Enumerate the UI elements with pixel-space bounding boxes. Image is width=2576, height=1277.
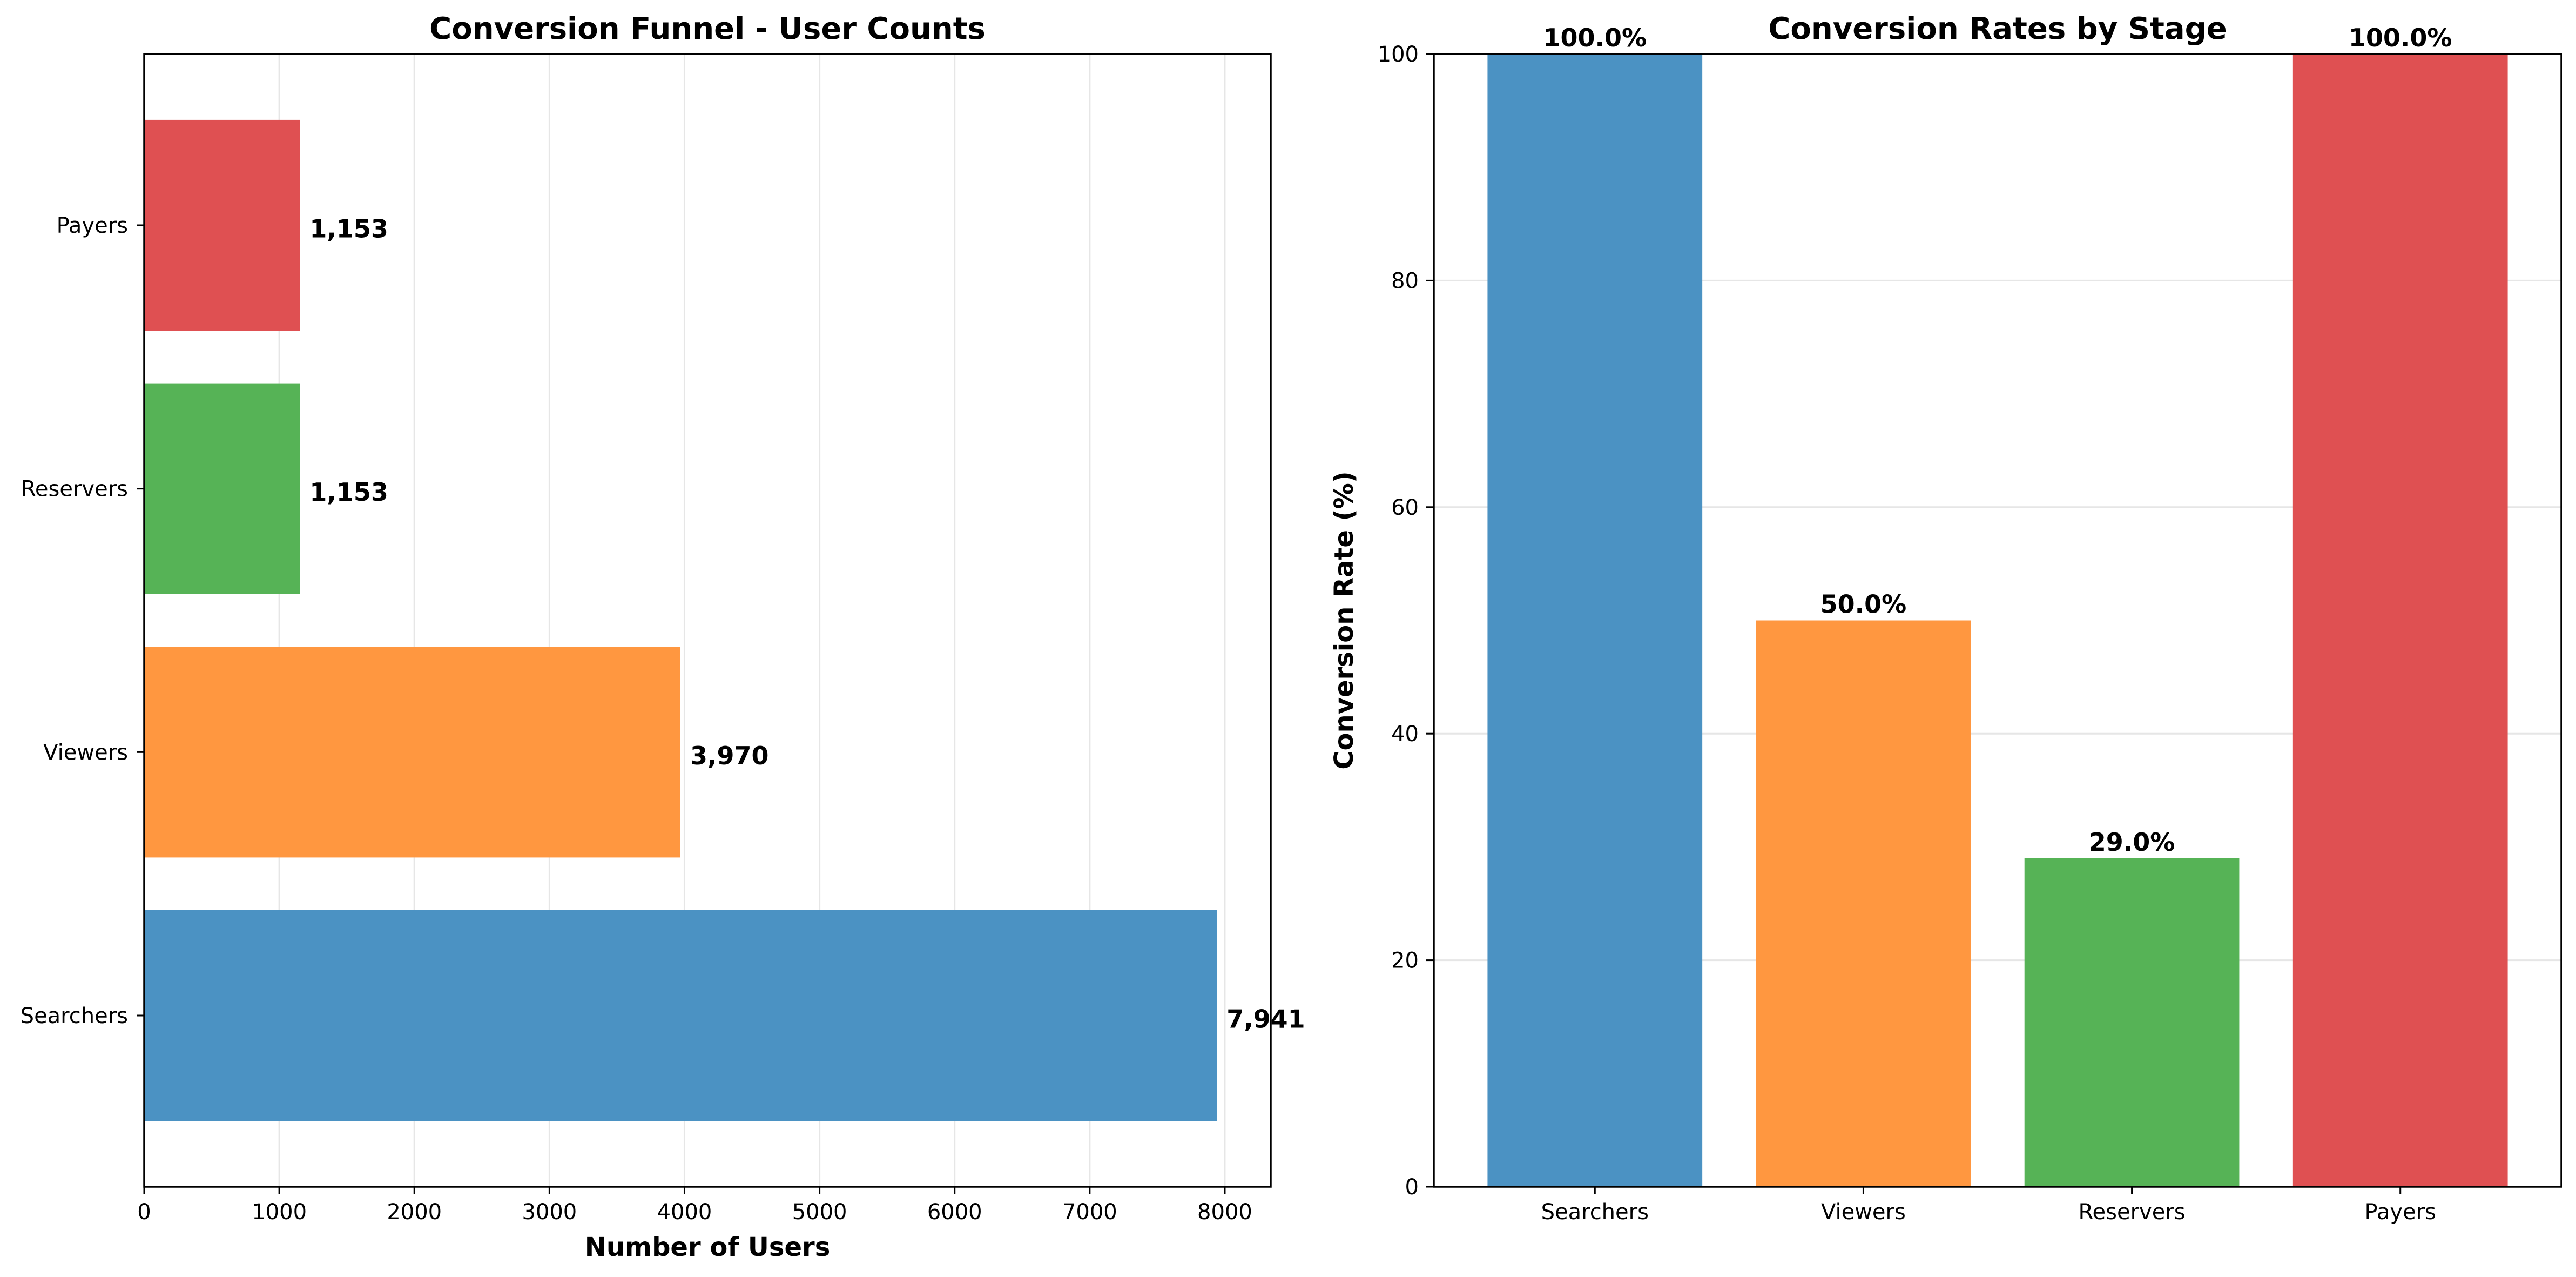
x-tick-label: 2000 — [387, 1200, 442, 1225]
y-ticks: 0 20 40 60 80 100 — [1378, 42, 1434, 1200]
chart-title: Conversion Rates by Stage — [1768, 11, 2227, 46]
chart-title: Conversion Funnel - User Counts — [429, 11, 986, 46]
y-axis-label: Conversion Rate (%) — [1329, 471, 1359, 769]
bar-payers — [144, 119, 300, 331]
data-label-searchers: 7,941 — [1226, 1005, 1305, 1034]
data-label-viewers: 50.0% — [1820, 590, 1907, 619]
y-tick-label: 20 — [1391, 949, 1419, 973]
y-tick-label-payers: Payers — [57, 213, 128, 238]
data-labels: 7,941 3,970 1,153 1,153 — [309, 214, 1305, 1033]
x-tick-label: 1000 — [252, 1200, 307, 1225]
x-tick-label: 6000 — [927, 1200, 982, 1225]
data-label-viewers: 3,970 — [690, 741, 769, 770]
bar-searchers — [1487, 54, 1703, 1187]
data-label-reservers: 1,153 — [309, 478, 388, 507]
data-labels: 100.0% 50.0% 29.0% 100.0% — [1543, 23, 2452, 857]
x-tick-label: 7000 — [1062, 1200, 1117, 1225]
y-tick-label: 0 — [1405, 1175, 1419, 1200]
x-tick-label-reservers: Reservers — [2079, 1200, 2186, 1225]
x-tick-label-searchers: Searchers — [1541, 1200, 1649, 1225]
data-label-payers: 100.0% — [2349, 23, 2452, 52]
user-counts-chart: 7,941 3,970 1,153 1,153 0 1000 2000 3000 4000 50… — [21, 11, 1305, 1262]
bar-viewers — [1756, 620, 1971, 1187]
data-label-reservers: 29.0% — [2089, 828, 2175, 857]
y-tick-label-searchers: Searchers — [21, 1004, 128, 1029]
x-tick-label-viewers: Viewers — [1821, 1200, 1906, 1225]
x-tick-label-payers: Payers — [2365, 1200, 2436, 1225]
x-tick-label: 8000 — [1197, 1200, 1252, 1225]
conversion-rates-chart: 100.0% 50.0% 29.0% 100.0% Searchers Viewers R… — [1329, 11, 2562, 1225]
data-label-searchers: 100.0% — [1543, 23, 1647, 52]
x-ticks: Searchers Viewers Reservers Payers — [1541, 1187, 2436, 1225]
bar-searchers — [144, 910, 1217, 1121]
y-tick-label-viewers: Viewers — [43, 740, 128, 765]
bar-payers — [2292, 54, 2508, 1187]
y-tick-label: 100 — [1378, 42, 1419, 67]
y-tick-label: 60 — [1391, 495, 1419, 520]
x-tick-label: 4000 — [657, 1200, 712, 1225]
x-tick-label: 3000 — [522, 1200, 577, 1225]
x-tick-label: 5000 — [792, 1200, 847, 1225]
x-tick-label: 0 — [137, 1200, 151, 1225]
y-tick-label: 40 — [1391, 722, 1419, 747]
x-ticks: 0 1000 2000 3000 4000 5000 6000 7000 8000 — [137, 1187, 1252, 1225]
bars — [1487, 54, 2508, 1187]
data-label-payers: 1,153 — [309, 214, 388, 243]
y-tick-label-reservers: Reservers — [21, 477, 128, 502]
bars — [144, 119, 1217, 1121]
plot-frame — [1433, 53, 2562, 1188]
plot-frame — [143, 53, 1272, 1188]
bar-viewers — [144, 647, 680, 858]
bar-reservers — [2024, 858, 2240, 1187]
y-tick-label: 80 — [1391, 268, 1419, 293]
x-axis-label: Number of Users — [585, 1232, 831, 1262]
y-ticks: Searchers Viewers Reservers Payers — [21, 213, 144, 1029]
bar-reservers — [144, 383, 300, 594]
